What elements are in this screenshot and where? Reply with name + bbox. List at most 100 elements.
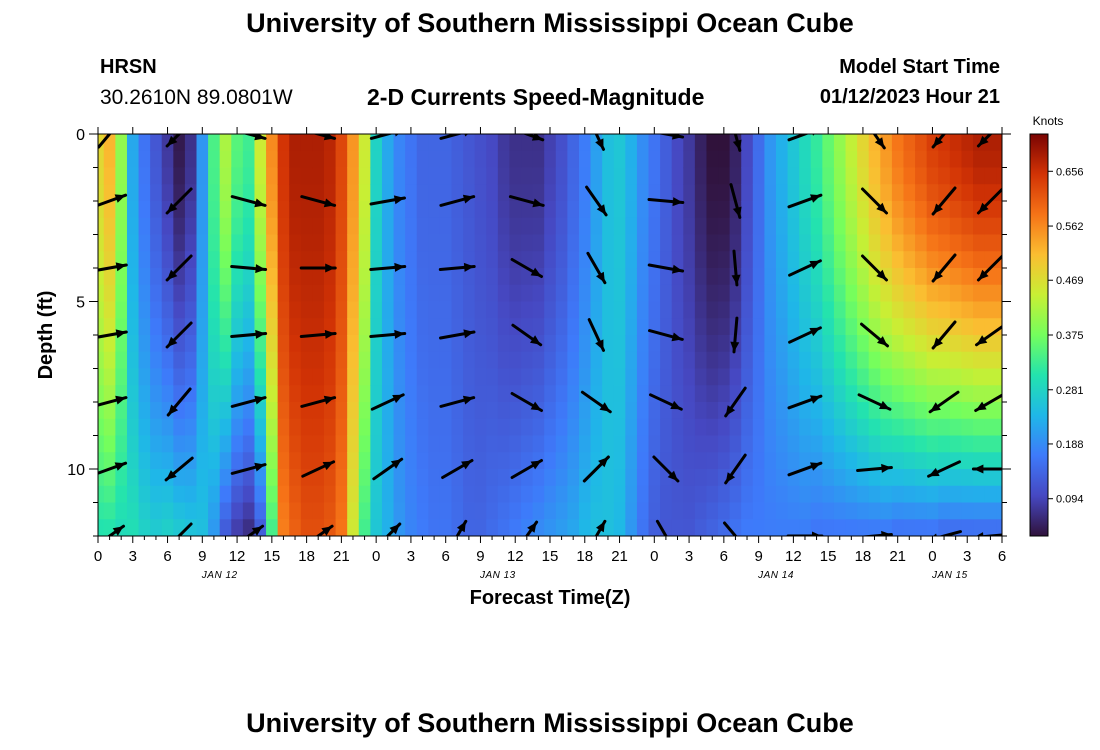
heatmap-cell [880, 251, 893, 269]
heatmap-cell [938, 485, 951, 504]
heatmap-cell [208, 435, 221, 453]
heatmap-cell [741, 150, 754, 169]
current-arrow [928, 390, 960, 414]
heatmap-cell [926, 234, 939, 252]
heatmap-cell [625, 301, 638, 319]
heatmap-cell [613, 318, 626, 336]
heatmap-cell [196, 318, 209, 336]
heatmap-cell [300, 134, 314, 152]
heatmap-cell [567, 335, 580, 353]
x-axis: 0 3 6 9 12 15 18 21 0 3 6 9 12 15 18 21 0 3 6 9 12 15 18 21 0 3 6J… [94, 127, 1006, 581]
heatmap-cell [845, 167, 858, 185]
heatmap-cell [544, 251, 557, 269]
heatmap-cell [497, 134, 511, 152]
heatmap-cell [231, 268, 244, 286]
heatmap-cell [393, 368, 406, 386]
heatmap-cell [857, 134, 870, 152]
heatmap-cell [833, 150, 847, 169]
heatmap-cell [103, 150, 116, 169]
heatmap-cell [521, 452, 534, 470]
heatmap-cell [718, 284, 731, 303]
heatmap-cell [335, 351, 348, 370]
heatmap-cell [184, 418, 198, 437]
heatmap-cell [984, 167, 997, 185]
heatmap-cell [891, 184, 905, 202]
heatmap-cell [718, 485, 731, 504]
x-tick-label: 6 [442, 548, 450, 565]
heatmap-cell [590, 351, 603, 370]
heatmap-cell [196, 351, 209, 370]
x-tick-label: 0 [94, 548, 102, 565]
heatmap-cell [208, 485, 221, 504]
arrow-head [115, 395, 126, 405]
current-arrow [931, 320, 957, 350]
heatmap-cell [567, 318, 580, 336]
heatmap-cell [625, 234, 638, 252]
heatmap-cell [184, 502, 198, 520]
heatmap-cell [799, 402, 812, 420]
heatmap-cell [173, 435, 186, 453]
heatmap-cell [706, 184, 719, 202]
current-arrow [647, 197, 685, 207]
heatmap-cell [555, 335, 568, 353]
heatmap-cell [126, 469, 140, 487]
heatmap-cell [694, 385, 708, 403]
heatmap-cell [300, 284, 314, 303]
heatmap-cell [474, 502, 487, 520]
heatmap-cell [845, 368, 858, 386]
heatmap-cell [324, 284, 337, 303]
heatmap-cell [857, 418, 870, 437]
heatmap-cell [231, 150, 244, 169]
heatmap-cell [718, 167, 731, 185]
heatmap-cell [335, 519, 348, 536]
date-label: JAN 12 [201, 570, 238, 581]
heatmap-cell [451, 469, 464, 487]
heatmap-cell [416, 351, 429, 370]
heatmap-cell [173, 469, 186, 487]
heatmap-cell [718, 318, 731, 336]
heatmap-cell [115, 234, 128, 252]
heatmap-cell [706, 301, 719, 319]
heatmap-cell [706, 351, 719, 370]
heatmap-cell [903, 251, 916, 269]
heatmap-cell [590, 167, 603, 185]
heatmap-cell [173, 284, 186, 303]
heatmap-cell [312, 435, 325, 453]
heatmap-cell [660, 234, 673, 252]
heatmap-cell [544, 234, 557, 252]
heatmap-cell [833, 318, 847, 336]
heatmap-cell [567, 268, 580, 286]
heatmap-cell [799, 502, 812, 520]
heatmap-cell [776, 184, 789, 202]
heatmap-cell [254, 368, 267, 386]
heatmap-cell [868, 301, 881, 319]
heatmap-cell [891, 502, 905, 520]
heatmap-cell [486, 184, 499, 202]
heatmap-cell [103, 184, 116, 202]
heatmap-cell [741, 368, 754, 386]
heatmap-cell [845, 418, 858, 437]
heatmap-cell [231, 251, 244, 269]
arrow-head [115, 329, 127, 339]
heatmap-cell [277, 385, 290, 403]
heatmap-cell [949, 335, 963, 353]
heatmap-cell [683, 251, 696, 269]
heatmap-cell [231, 335, 244, 353]
heatmap-cell [393, 485, 406, 504]
heatmap-cell [277, 318, 290, 336]
heatmap-cell [578, 318, 592, 336]
heatmap-cell [741, 469, 754, 487]
heatmap-cell [787, 284, 800, 303]
heatmap-cell [370, 284, 383, 303]
heatmap-cell [567, 284, 580, 303]
heatmap-cell [312, 150, 325, 169]
heatmap-cell [463, 301, 476, 319]
heatmap-cell [381, 251, 395, 269]
heatmap-cell [961, 368, 974, 386]
heatmap-cell [103, 268, 116, 286]
heatmap-cell [984, 351, 997, 370]
heatmap-cell [996, 519, 1002, 536]
date-label: JAN 15 [931, 570, 968, 581]
heatmap-cell [439, 435, 453, 453]
